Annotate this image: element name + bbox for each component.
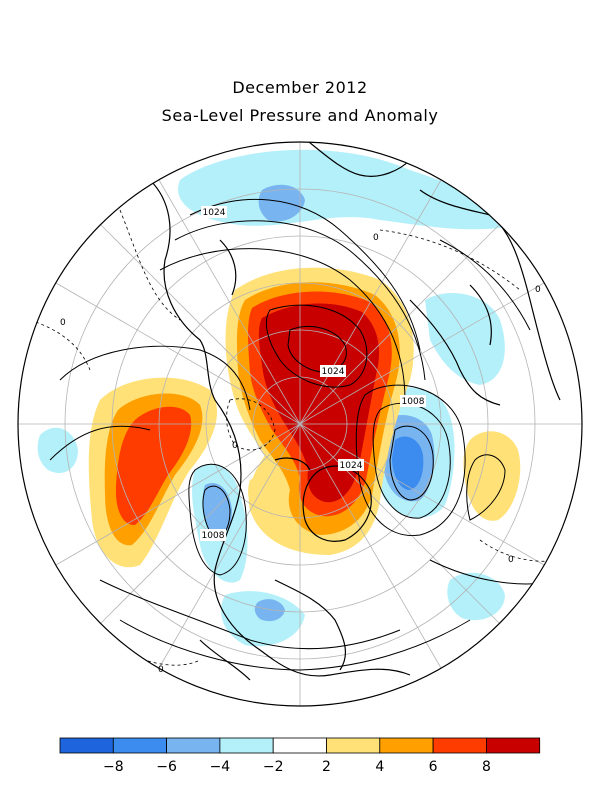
colorbar-box: [272, 737, 327, 754]
colorbar-box: [485, 737, 541, 754]
coastlines: [149, 142, 561, 681]
zero-label: 0: [158, 665, 164, 675]
contour-label: 1024: [203, 208, 226, 218]
colorbar-box: [379, 737, 434, 754]
contour-label: 1008: [402, 397, 425, 407]
colorbar-boxes: [59, 737, 541, 754]
zero-label: 0: [232, 441, 238, 451]
anomaly-neg-2-europe: [425, 292, 505, 385]
colorbar-tick-label: 2: [322, 759, 331, 775]
anomaly-neg-4-pacific: [202, 482, 232, 537]
anomaly-pos-6-pacific: [115, 406, 192, 526]
colorbar-box: [166, 737, 221, 754]
anomaly-neg-6-atlantic: [392, 436, 424, 490]
zero-label: 0: [535, 285, 541, 295]
colorbar-box: [59, 737, 114, 754]
anomaly-neg-2-east: [447, 572, 505, 621]
colorbar-box: [432, 737, 487, 754]
contour-label: 1024: [322, 367, 345, 377]
contour-label: 1008: [202, 531, 225, 541]
contour-label: 1024: [340, 461, 363, 471]
colorbar-box: [219, 737, 274, 754]
anomaly-pos-2-east: [463, 431, 521, 521]
map-title: December 2012: [232, 78, 368, 97]
anomaly-field: [18, 142, 582, 706]
map-subtitle: Sea-Level Pressure and Anomaly: [161, 106, 439, 125]
anomaly-neg-4-south: [254, 599, 285, 622]
zero-label: 0: [60, 318, 66, 328]
zero-anomaly-contours: [29, 209, 561, 666]
colorbar-tick-label: 8: [482, 759, 491, 775]
anomaly-neg-4-north: [258, 184, 305, 222]
colorbar-tick-label: −4: [210, 759, 231, 775]
contour-label-group: 1024 1024 1024 1008 1008: [200, 206, 426, 541]
colorbar-tick-label: −8: [103, 759, 124, 775]
zero-label-group: 0 0 0 0 0 0: [60, 233, 541, 675]
colorbar-tick-label: 6: [429, 759, 438, 775]
zero-label: 0: [373, 233, 379, 243]
pressure-contours: [49, 198, 561, 671]
colorbar-tick-label: 4: [375, 759, 384, 775]
zero-label: 0: [508, 555, 514, 565]
colorbar-box: [326, 737, 381, 754]
colorbar-tick-label: −2: [263, 759, 284, 775]
map-boundary: [17, 141, 583, 707]
colorbar-ticks: −8 −6 −4 −2 2 4 6 8: [103, 759, 491, 775]
colorbar-tick-label: −6: [156, 759, 177, 775]
colorbar-box: [112, 737, 168, 754]
